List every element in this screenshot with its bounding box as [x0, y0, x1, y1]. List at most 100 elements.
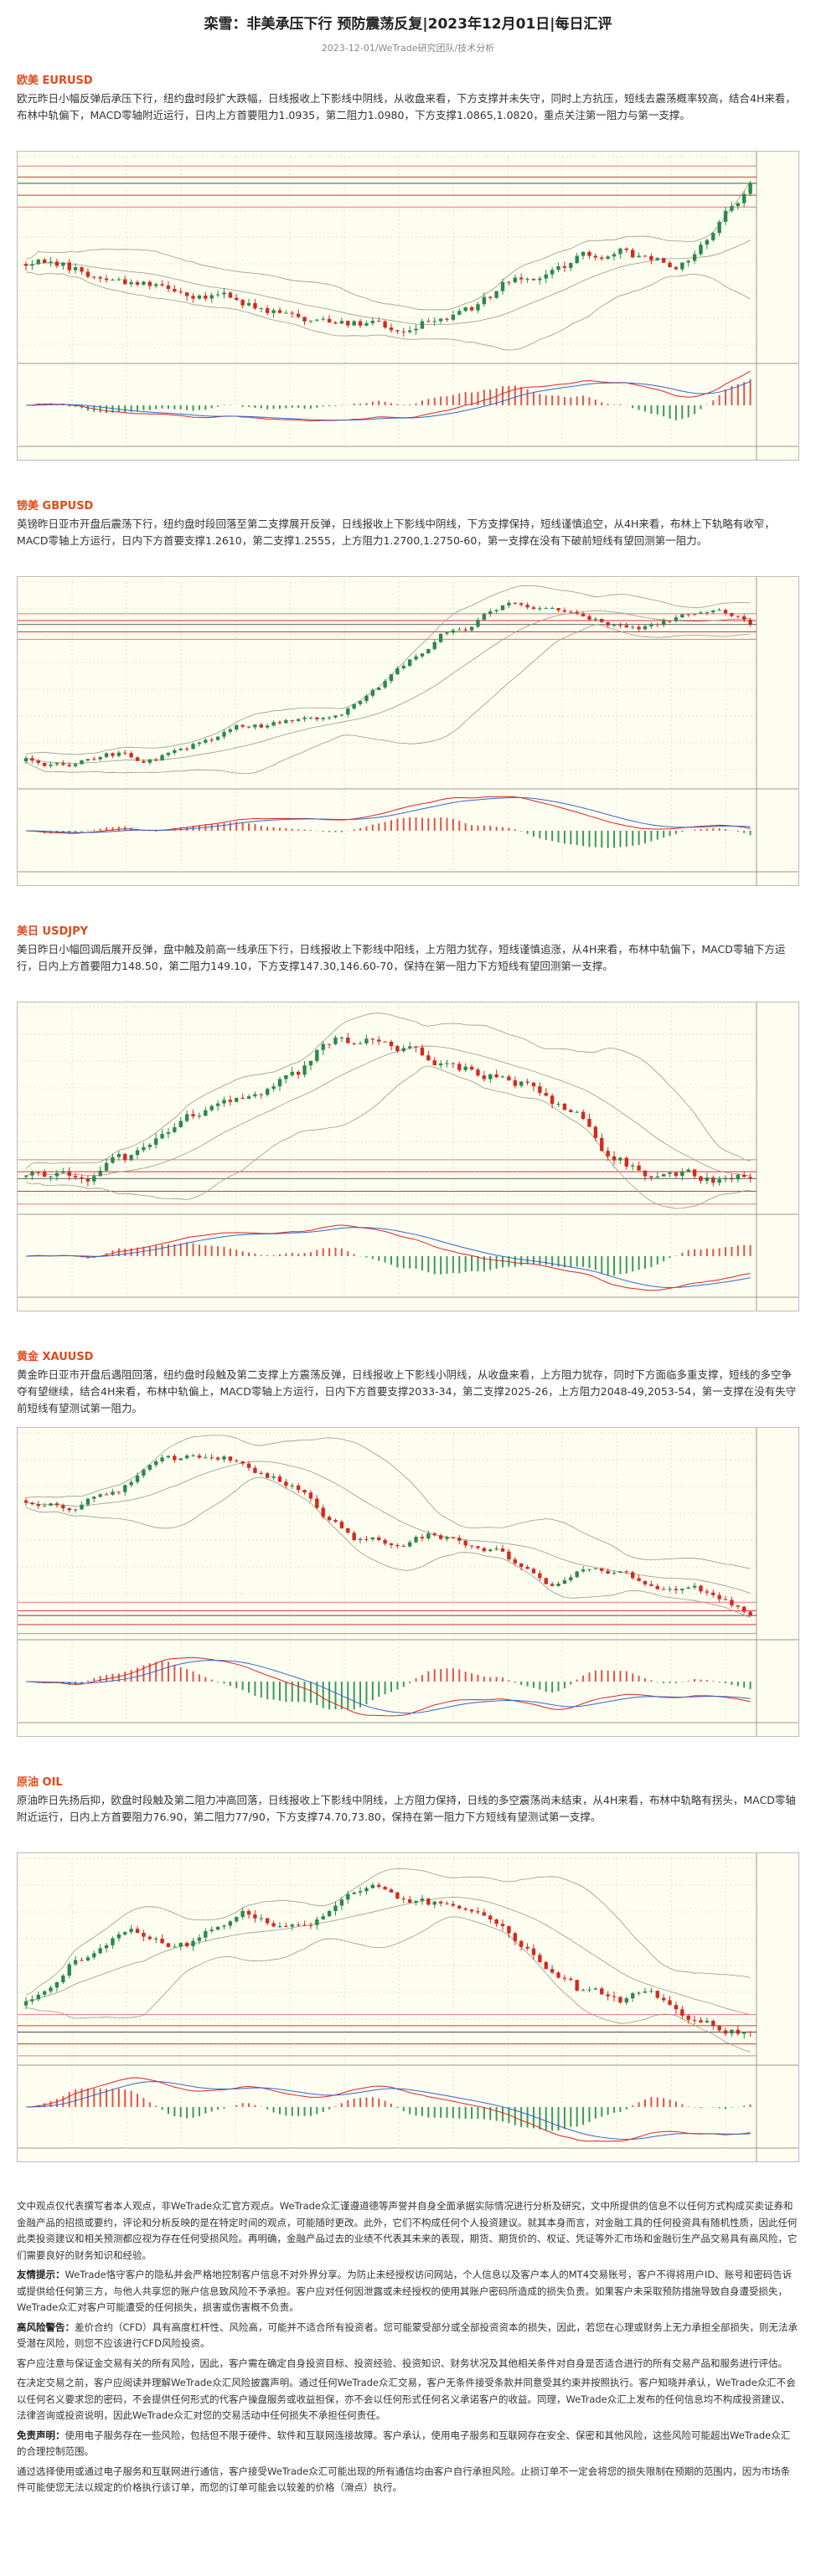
candle-body — [42, 1172, 47, 1177]
macd-bar — [613, 2107, 616, 2113]
macd-bar — [743, 831, 746, 833]
candle-body — [259, 1472, 264, 1474]
candle-body — [445, 1537, 449, 1539]
macd-bar — [86, 1680, 89, 1682]
macd-bar — [669, 831, 671, 837]
candle-body — [748, 1177, 752, 1179]
macd-bar — [173, 2107, 176, 2117]
candle-body — [123, 1932, 127, 1935]
candle-body — [98, 1948, 102, 1954]
macd-bar — [495, 1677, 498, 1682]
candle-body — [550, 1095, 555, 1105]
macd-bar — [217, 1246, 219, 1256]
macd-bar — [743, 382, 746, 405]
candle-body — [346, 1528, 350, 1533]
macd-bar — [179, 1243, 182, 1256]
macd-bar — [526, 831, 529, 834]
candle-body — [85, 1178, 90, 1182]
macd-bar — [440, 396, 442, 405]
candle-body — [209, 295, 214, 299]
macd-bar — [613, 1256, 616, 1276]
candle-body — [705, 1177, 710, 1182]
macd-bar — [619, 404, 622, 405]
candle-body — [488, 1074, 493, 1079]
macd-bar — [427, 1256, 430, 1273]
candle-body — [513, 1933, 517, 1941]
macd-bar — [353, 1682, 355, 1710]
macd-bar — [365, 403, 368, 405]
macd-bar — [458, 393, 461, 405]
macd-bar — [378, 823, 380, 831]
macd-bar — [75, 405, 77, 407]
candle-body — [692, 1169, 697, 1177]
candle-body — [395, 1544, 400, 1547]
disclaimer-paragraph: 通过选择使用或通过电子服务和互联网进行通信，客户接受WeTrade众汇可能出现的… — [17, 2464, 799, 2496]
candle-body — [538, 608, 542, 610]
candle-body — [401, 1546, 405, 1548]
macd-bar — [532, 1256, 535, 1265]
macd-bar — [124, 405, 127, 413]
candle-body — [686, 614, 690, 616]
candle-body — [327, 1911, 332, 1917]
candle-body — [494, 1548, 498, 1550]
macd-bar — [526, 389, 529, 405]
candle-body — [711, 1592, 715, 1595]
macd-bar — [266, 2107, 269, 2110]
section-text: 欧元昨日小幅反弹后承压下行，纽约盘时段扩大跌幅，日线报收上下影线中阴线，从收盘来… — [17, 92, 796, 121]
candle-body — [624, 1157, 629, 1167]
candle-body — [302, 717, 307, 719]
macd-bar — [625, 2107, 627, 2110]
candle-body — [538, 1086, 542, 1094]
macd-bar — [440, 1256, 442, 1275]
macd-bar — [663, 405, 665, 417]
macd-bar — [643, 405, 646, 412]
macd-bar — [619, 831, 622, 848]
signal-line — [25, 1660, 751, 1714]
band-line — [25, 180, 751, 311]
candle-body — [494, 1074, 498, 1078]
macd-bar — [217, 2107, 219, 2110]
macd-bar — [712, 1249, 715, 1256]
candle-body — [173, 1455, 177, 1461]
chart-image — [17, 151, 799, 461]
disclaimer-paragraph: 在决定交易之前，客户应阅读并理解WeTrade众汇风险披露声明。通过任何WeTr… — [17, 2375, 799, 2424]
candle-body — [525, 1946, 529, 1949]
candle-body — [637, 255, 641, 258]
candle-body — [569, 1110, 573, 1112]
candle-body — [407, 330, 412, 332]
candle-body — [98, 1494, 102, 1497]
macd-bar — [322, 2107, 324, 2112]
macd-bar — [576, 2107, 578, 2127]
macd-bar — [638, 1676, 640, 1682]
macd-bar — [316, 1249, 318, 1256]
candle-body — [321, 1507, 325, 1517]
macd-bar — [371, 1682, 374, 1701]
macd-bar — [625, 1671, 627, 1682]
candle-body — [135, 1929, 140, 1933]
macd-bar — [632, 2105, 634, 2107]
candle-body — [600, 1137, 604, 1151]
candle-body — [259, 1918, 264, 1919]
candle-body — [358, 1891, 363, 1893]
candle-body — [204, 739, 208, 743]
candle-body — [748, 183, 752, 194]
candle-body — [315, 1498, 319, 1508]
candle-body — [401, 666, 405, 668]
macd-bar — [489, 2107, 492, 2120]
candle-body — [277, 722, 282, 724]
candle-body — [575, 1980, 579, 1991]
candle-body — [296, 313, 301, 317]
macd-bar — [303, 829, 306, 831]
section: 镑美 GBPUSD 英镑昨日亚市开盘后震荡下行，纽约盘时段回落至第二支撑展开反弹，… — [17, 497, 799, 905]
macd-bar — [378, 1682, 380, 1698]
macd-bar — [371, 401, 374, 405]
macd-bar — [601, 402, 603, 405]
candle-body — [513, 277, 517, 283]
macd-bar — [173, 405, 176, 410]
macd-bar — [725, 2107, 727, 2110]
macd-bar — [210, 1245, 213, 1256]
macd-bar — [285, 1253, 287, 1256]
candle-body — [266, 1089, 270, 1095]
macd-bar — [353, 404, 355, 405]
chart-image — [17, 1002, 799, 1311]
